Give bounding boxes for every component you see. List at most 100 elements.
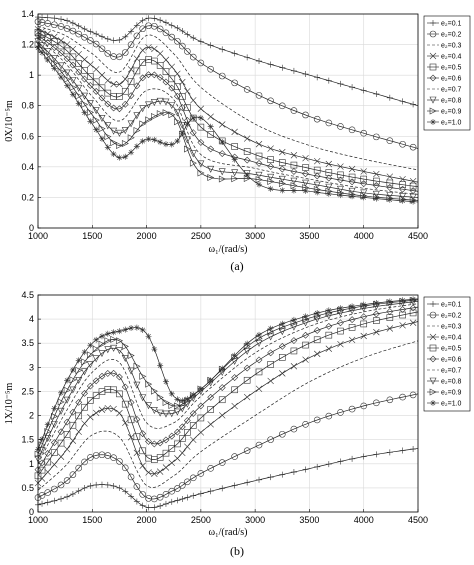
data-point bbox=[104, 452, 112, 459]
data-point bbox=[179, 130, 186, 137]
data-point bbox=[127, 134, 135, 142]
data-point bbox=[255, 171, 263, 179]
legend-label: e₂=0.3 bbox=[441, 324, 462, 331]
data-point bbox=[58, 74, 65, 81]
data-point bbox=[325, 119, 333, 127]
legend-label: e₂=0.1 bbox=[441, 21, 462, 28]
data-point bbox=[133, 22, 140, 29]
data-point bbox=[98, 406, 106, 413]
data-point bbox=[128, 493, 135, 500]
data-point bbox=[145, 438, 152, 445]
series-line-5 bbox=[37, 306, 419, 470]
data-point bbox=[278, 165, 286, 173]
data-point bbox=[349, 193, 356, 200]
data-point bbox=[399, 175, 406, 183]
data-point bbox=[38, 42, 46, 50]
data-point bbox=[64, 17, 71, 24]
data-point bbox=[87, 118, 94, 125]
data-point bbox=[133, 498, 140, 505]
data-point bbox=[168, 33, 176, 41]
data-point bbox=[409, 309, 417, 317]
data-point bbox=[133, 433, 141, 441]
data-point bbox=[63, 445, 71, 453]
data-point bbox=[184, 31, 191, 38]
y-tick-label: 1 bbox=[29, 70, 34, 80]
data-point bbox=[104, 133, 112, 141]
data-point bbox=[337, 80, 344, 87]
data-point bbox=[87, 482, 94, 489]
data-point bbox=[168, 63, 175, 71]
data-point bbox=[51, 485, 58, 493]
legend-entry: e₂=0.8 bbox=[427, 377, 462, 386]
data-point bbox=[156, 62, 164, 69]
data-point bbox=[92, 107, 100, 115]
data-point bbox=[386, 325, 394, 332]
data-point bbox=[139, 462, 146, 469]
data-point bbox=[373, 195, 380, 202]
series-markers-0 bbox=[35, 446, 417, 511]
data-point bbox=[399, 311, 406, 319]
data-point bbox=[231, 453, 238, 460]
data-point bbox=[184, 121, 191, 128]
data-point bbox=[360, 301, 367, 308]
data-point bbox=[313, 336, 321, 344]
legend-label: e₂=0.6 bbox=[441, 357, 462, 364]
data-point bbox=[168, 487, 176, 495]
data-point bbox=[168, 402, 176, 409]
data-point bbox=[314, 463, 321, 470]
data-point bbox=[313, 181, 321, 189]
legend-label: e₂=0.4 bbox=[441, 335, 462, 342]
data-point bbox=[290, 177, 298, 185]
data-point bbox=[207, 65, 214, 73]
legend-label: e₂=0.6 bbox=[441, 76, 462, 83]
data-point bbox=[145, 136, 152, 143]
data-point bbox=[302, 319, 310, 327]
data-point bbox=[110, 127, 118, 135]
data-point bbox=[93, 126, 100, 133]
data-point bbox=[348, 405, 356, 413]
data-point bbox=[197, 105, 205, 112]
data-point bbox=[267, 377, 274, 385]
data-point bbox=[290, 337, 298, 344]
data-point bbox=[104, 144, 111, 151]
data-point bbox=[98, 372, 106, 380]
data-point bbox=[87, 413, 94, 421]
data-point bbox=[409, 187, 417, 195]
data-point bbox=[69, 421, 77, 429]
data-point bbox=[360, 189, 368, 197]
data-point bbox=[122, 488, 129, 495]
data-point bbox=[325, 307, 332, 314]
data-point bbox=[373, 90, 380, 97]
data-point bbox=[231, 156, 238, 163]
data-point bbox=[57, 49, 65, 57]
x-tick-label: 4500 bbox=[408, 231, 428, 241]
data-point bbox=[399, 140, 406, 148]
data-point bbox=[86, 82, 94, 89]
data-point bbox=[75, 68, 83, 76]
legend-entry: e₂=0.3 bbox=[427, 324, 462, 331]
series-line-0 bbox=[37, 447, 419, 509]
data-point bbox=[128, 149, 135, 156]
y-tick-label: 1.4 bbox=[21, 9, 34, 19]
data-point bbox=[197, 414, 205, 422]
data-point bbox=[290, 316, 297, 323]
legend-entry: e₂=0.6 bbox=[427, 74, 462, 83]
data-point bbox=[127, 78, 135, 85]
data-point bbox=[98, 94, 106, 102]
data-point bbox=[121, 49, 129, 56]
data-point bbox=[189, 410, 197, 417]
data-point bbox=[243, 148, 251, 155]
data-point bbox=[38, 459, 46, 467]
data-point bbox=[267, 162, 275, 170]
series-markers-7 bbox=[34, 38, 417, 201]
data-point bbox=[256, 331, 263, 338]
data-point bbox=[184, 104, 191, 111]
data-point bbox=[373, 451, 380, 458]
data-point bbox=[81, 33, 88, 41]
data-point bbox=[92, 355, 100, 363]
series-markers-5 bbox=[34, 31, 417, 195]
data-point bbox=[69, 366, 76, 373]
data-point bbox=[38, 441, 46, 449]
data-point bbox=[86, 100, 94, 108]
x-tick-label: 3500 bbox=[299, 515, 319, 525]
